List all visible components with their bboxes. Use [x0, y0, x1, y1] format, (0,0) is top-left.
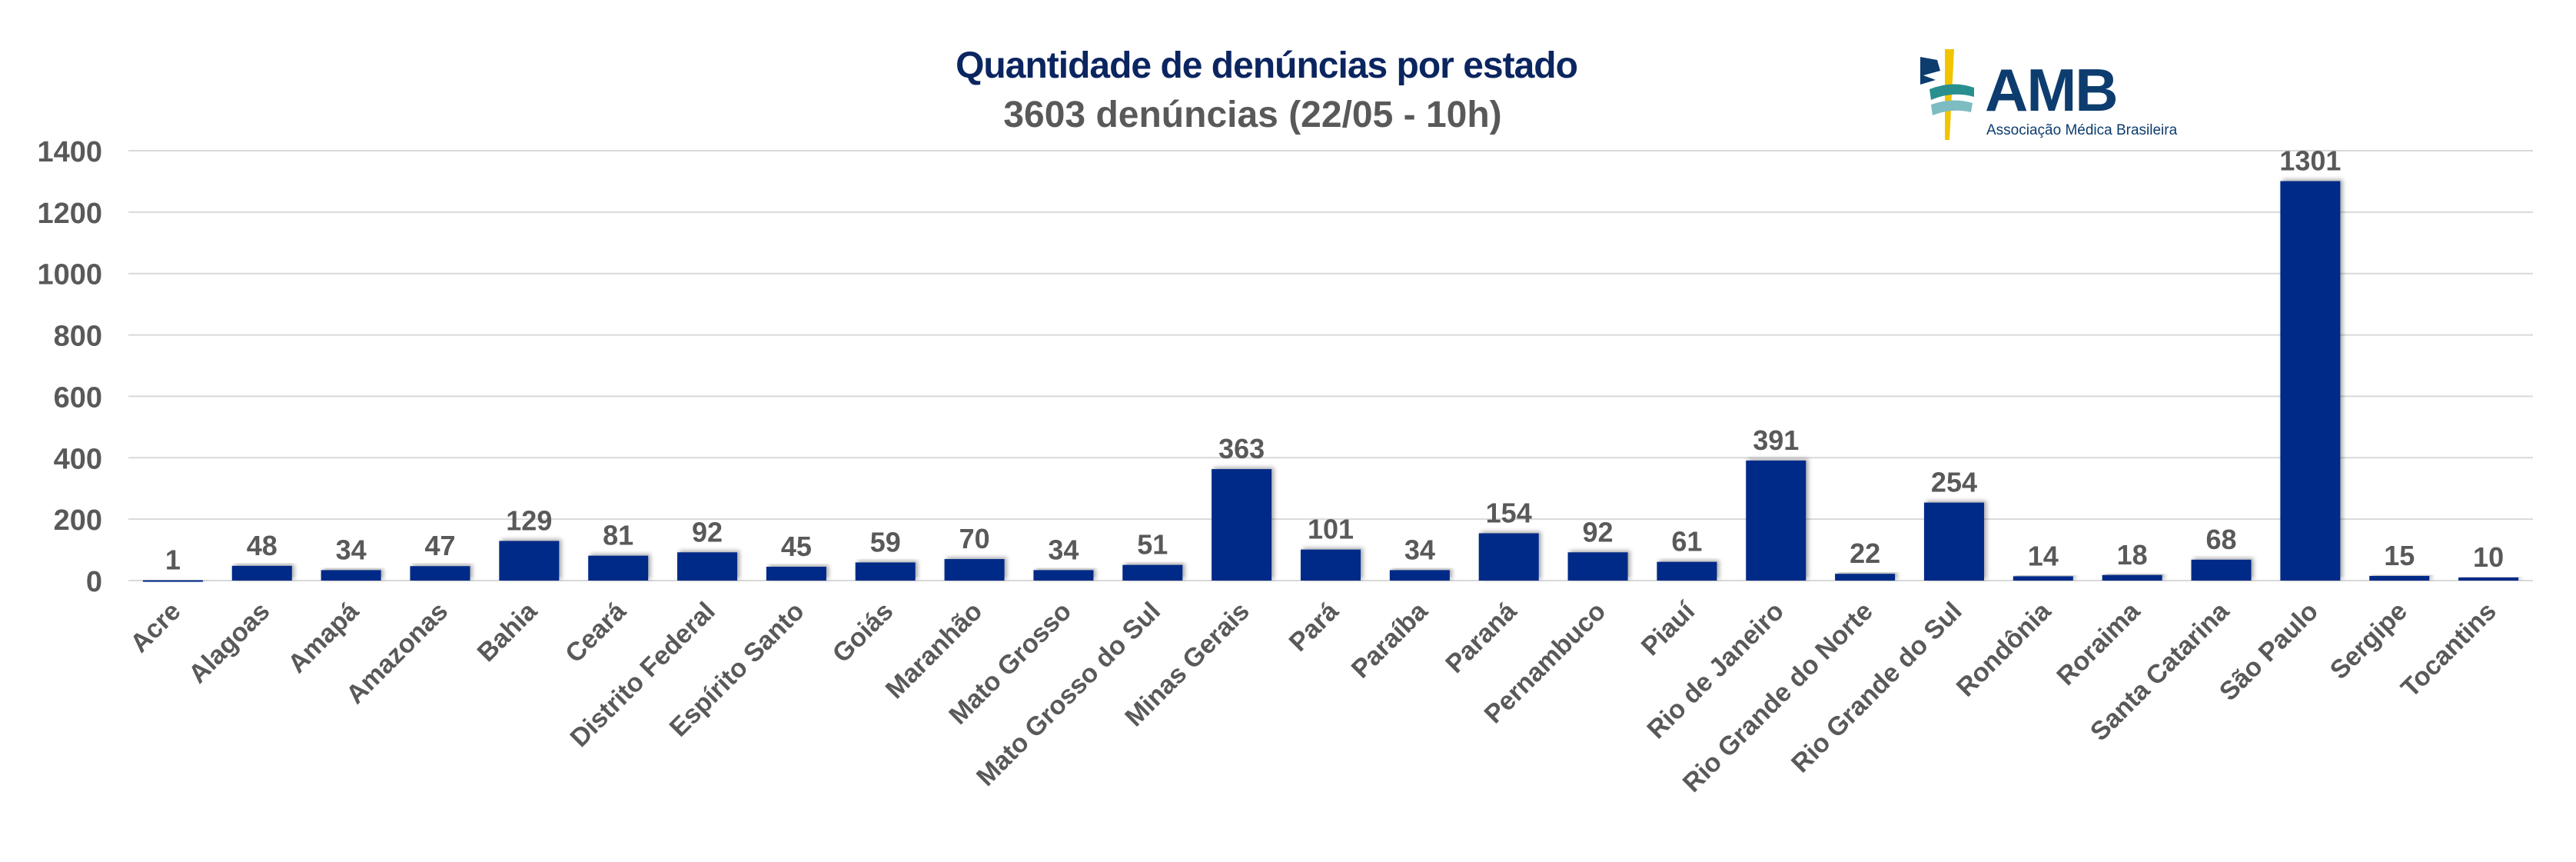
data-label: 22 — [1850, 538, 1880, 569]
caduceus-icon — [1920, 49, 1974, 140]
y-tick-label: 800 — [54, 321, 102, 353]
x-tick-label: Pará — [1284, 597, 1345, 657]
data-label: 154 — [1486, 498, 1532, 529]
data-label: 47 — [424, 530, 455, 561]
x-tick-label: Acre — [125, 597, 186, 658]
bar — [1212, 469, 1272, 581]
amb-logo: AMB Associação Médica Brasileira — [1914, 49, 2177, 141]
data-label: 61 — [1671, 526, 1702, 557]
x-tick-label: Amapá — [282, 597, 364, 679]
bar — [1301, 549, 1361, 581]
data-label: 68 — [2205, 524, 2236, 555]
bar — [410, 566, 470, 581]
data-label: 15 — [2384, 540, 2415, 571]
data-label: 51 — [1137, 529, 1168, 561]
bar — [766, 567, 826, 581]
x-tick-label: Paraná — [1440, 597, 1522, 679]
data-label: 59 — [870, 526, 901, 557]
data-label: 34 — [336, 534, 367, 565]
bar — [1567, 552, 1628, 581]
bar — [499, 541, 560, 581]
x-tick-label: Goiás — [827, 597, 899, 669]
data-label: 92 — [1583, 516, 1614, 547]
data-label: 391 — [1753, 424, 1799, 456]
data-label: 81 — [603, 520, 633, 551]
data-label: 34 — [1048, 534, 1079, 565]
bar — [321, 570, 381, 581]
chart-subtitle-text: 3603 denúncias (22/05 - 10h) — [1003, 95, 1502, 135]
x-tick-label: Tocantins — [2395, 597, 2502, 704]
y-tick-label: 0 — [86, 566, 102, 598]
bar — [2013, 576, 2073, 581]
bar — [1478, 533, 1539, 581]
x-tick-label: Bahia — [472, 596, 543, 667]
bar — [231, 565, 292, 581]
bar — [677, 552, 738, 581]
data-label: 14 — [2028, 540, 2059, 571]
data-label: 34 — [1404, 534, 1435, 565]
bar — [2102, 574, 2162, 581]
bar — [1122, 564, 1183, 581]
logo-text: AMB — [1985, 56, 2119, 124]
bar — [1746, 460, 1807, 581]
chart-subtitle: 3603 denúncias (22/05 - 10h) — [0, 94, 2576, 136]
data-label: 363 — [1218, 433, 1265, 464]
y-tick-label: 1000 — [37, 259, 102, 291]
x-tick-label: Sergipe — [2325, 597, 2413, 685]
bar — [1389, 570, 1450, 581]
data-label: 254 — [1931, 467, 1977, 498]
data-label: 1301 — [2279, 145, 2341, 177]
bar — [142, 580, 203, 582]
data-label: 101 — [1308, 514, 1354, 545]
data-label: 48 — [247, 530, 278, 561]
x-tick-label: Roraima — [2051, 596, 2146, 691]
data-label: 92 — [692, 516, 723, 547]
data-label: 129 — [506, 504, 552, 536]
chart-title-text: Quantidade de denúncias por estado — [956, 45, 1578, 86]
bar — [2369, 576, 2430, 581]
bar — [1657, 561, 1717, 581]
x-tick-label: Paraíba — [1346, 596, 1434, 684]
y-tick-label: 1400 — [37, 136, 102, 168]
data-label: 1 — [165, 544, 181, 576]
bar — [1835, 574, 1896, 581]
x-tick-label: Alagoas — [183, 597, 275, 689]
y-tick-label: 400 — [54, 443, 102, 475]
data-label: 18 — [2117, 539, 2148, 571]
bar — [2458, 577, 2519, 581]
y-tick-label: 200 — [54, 504, 102, 537]
chart-title: Quantidade de denúncias por estado — [0, 45, 2576, 87]
x-tick-label: Rondônia — [1951, 596, 2057, 702]
data-label: 70 — [959, 523, 990, 554]
logo-subtext: Associação Médica Brasileira — [1986, 122, 2178, 138]
bar — [1923, 502, 1984, 581]
bar — [2191, 559, 2252, 581]
y-tick-label: 1200 — [37, 198, 102, 230]
bar — [944, 559, 1005, 581]
x-tick-label: Piauí — [1636, 596, 1701, 661]
x-tick-label: Ceará — [560, 597, 632, 669]
data-label: 45 — [781, 531, 812, 562]
y-tick-label: 600 — [54, 381, 102, 414]
bar — [1033, 570, 1094, 581]
bar — [2280, 181, 2341, 581]
x-tick-label: Rio Grande do Sul — [1786, 597, 1968, 779]
bar — [588, 555, 649, 581]
data-label: 10 — [2473, 541, 2504, 573]
bar — [855, 562, 916, 581]
